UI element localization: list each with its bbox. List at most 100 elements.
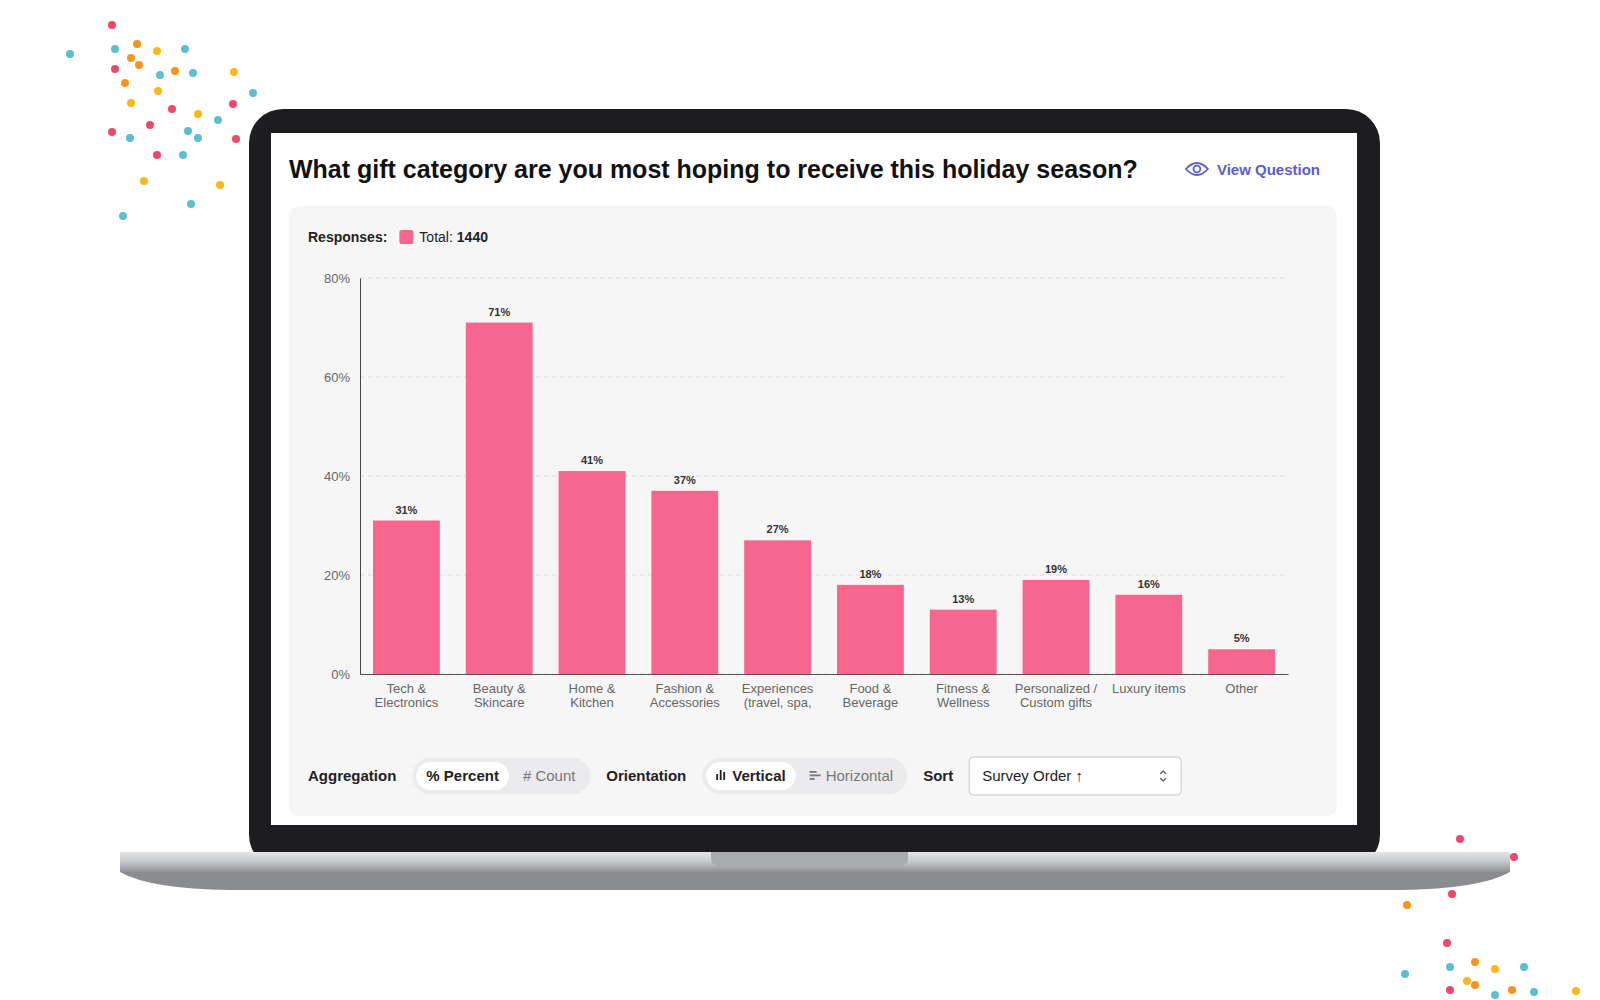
data-label: 16% <box>1138 578 1160 590</box>
view-question-link[interactable]: View Question <box>1186 161 1320 178</box>
x-tick: Fitness &Wellness <box>936 674 991 710</box>
laptop-notch <box>711 852 908 866</box>
eye-pupil <box>1194 166 1201 173</box>
y-tick: 20% <box>324 568 360 583</box>
data-label: 37% <box>674 474 696 486</box>
confetti-dot <box>66 50 74 58</box>
grid-line <box>360 278 1288 279</box>
confetti-dot <box>108 128 116 136</box>
legend-name: Total: <box>419 229 452 245</box>
confetti-dot <box>1491 965 1499 973</box>
icon-part <box>720 770 722 780</box>
x-tick: Fashion &Accessories <box>650 674 721 710</box>
y-tick: 60% <box>324 370 360 385</box>
bar <box>837 585 904 674</box>
confetti-dot <box>1403 901 1411 909</box>
confetti-dot <box>1508 986 1516 994</box>
bar <box>744 540 811 674</box>
confetti-dot <box>184 127 192 135</box>
segment-option[interactable]: Vertical <box>706 762 795 790</box>
laptop-screen <box>271 133 1357 825</box>
confetti-dot <box>249 89 257 97</box>
bar <box>1115 595 1182 674</box>
confetti-dot <box>1446 986 1454 994</box>
confetti-dot <box>194 110 202 118</box>
bar <box>466 323 533 674</box>
data-label: 5% <box>1234 632 1250 644</box>
confetti-dot <box>121 79 129 87</box>
data-labels: 31%71%41%37%27%18%13%19%16%5% <box>395 306 1249 645</box>
data-label: 71% <box>488 306 510 318</box>
segment-text: # Count <box>523 767 576 784</box>
data-label: 41% <box>581 454 603 466</box>
confetti-dot <box>1448 890 1456 898</box>
confetti-dot <box>108 21 116 29</box>
legend-swatch <box>399 230 413 244</box>
x-tick-label: Beauty &Skincare <box>473 681 526 710</box>
segmented-control: % Percent # Count <box>412 758 590 794</box>
x-tick: Home &Kitchen <box>569 674 616 710</box>
grid <box>360 278 1288 674</box>
icon-part <box>810 775 821 777</box>
x-tick-label: Tech &Electronics <box>375 681 439 710</box>
confetti-dot <box>135 61 143 69</box>
x-tick: Luxury items <box>1112 674 1186 696</box>
y-tick-label: 80% <box>324 271 350 286</box>
sort-dropdown[interactable]: Survey Order ↑ <box>969 757 1181 795</box>
confetti-dot <box>1471 981 1479 989</box>
y-tick-label: 0% <box>331 667 350 682</box>
y-tick: 0% <box>331 667 360 682</box>
segment-option[interactable]: % Percent <box>416 762 509 790</box>
confetti-dot <box>1471 958 1479 966</box>
segment-text: Vertical <box>732 767 785 784</box>
y-axis: 0% 20% 40% 60% 80% <box>324 271 361 682</box>
bar <box>559 471 626 674</box>
x-tick-label: Experiences(travel, spa, <box>742 681 814 710</box>
confetti-dot <box>1463 977 1471 985</box>
confetti-dot <box>232 135 240 143</box>
confetti-dot <box>187 200 195 208</box>
x-tick-label: Fitness &Wellness <box>936 681 991 710</box>
controls: Aggregation% Percent# CountOrientationVe… <box>308 757 1181 795</box>
segmented-bg <box>412 758 590 794</box>
legend-label: Responses: <box>308 229 387 245</box>
chart-panel <box>289 206 1337 816</box>
dropdown-box <box>969 757 1181 795</box>
segment-pill <box>416 762 509 790</box>
confetti-dot <box>1443 939 1451 947</box>
chart-title: What gift category are you most hoping t… <box>289 155 1138 183</box>
dropdown-text: Survey Order ↑ <box>982 767 1083 784</box>
bar <box>1023 580 1090 674</box>
bar <box>1208 649 1275 674</box>
confetti-dot <box>214 116 222 124</box>
x-tick: Beauty &Skincare <box>473 674 526 710</box>
data-label: 13% <box>952 593 974 605</box>
segment-pill <box>513 762 586 790</box>
confetti-dot <box>133 40 141 48</box>
x-tick-label: Luxury items <box>1112 681 1186 696</box>
y-tick-label: 40% <box>324 469 350 484</box>
confetti-dot <box>126 134 134 142</box>
eye-icon <box>1186 163 1208 175</box>
data-label: 31% <box>395 504 417 516</box>
confetti-dot <box>229 100 237 108</box>
segmented-bg <box>702 758 907 794</box>
confetti-dot <box>181 45 189 53</box>
confetti-dot <box>1456 835 1464 843</box>
confetti <box>66 21 1580 999</box>
confetti-dot <box>111 65 119 73</box>
x-tick-label: Food &Beverage <box>843 681 899 710</box>
laptop-bezel <box>249 109 1380 869</box>
x-axis: Tech &Electronics Beauty &Skincare Home &K… <box>361 674 1289 710</box>
data-label: 18% <box>859 568 881 580</box>
segment-option[interactable]: # Count <box>513 762 586 790</box>
confetti-dot <box>156 71 164 79</box>
confetti-dot <box>1510 853 1518 861</box>
legend-total: 1440 <box>457 229 488 245</box>
control-label: Aggregation <box>308 767 396 784</box>
segment-option[interactable]: Horizontal <box>800 762 904 790</box>
confetti-dot <box>171 67 179 75</box>
confetti-dot <box>1520 963 1528 971</box>
dropdown-chevron <box>1160 771 1166 781</box>
x-tick-label: Fashion &Accessories <box>650 681 721 710</box>
